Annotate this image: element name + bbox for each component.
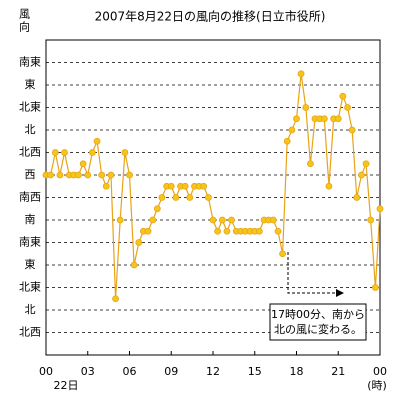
data-point bbox=[293, 115, 300, 123]
data-point bbox=[320, 115, 328, 123]
x-tick-label: 03 bbox=[81, 365, 95, 378]
data-point bbox=[112, 295, 119, 303]
data-point bbox=[61, 149, 68, 156]
data-point bbox=[372, 284, 379, 291]
data-point bbox=[121, 149, 129, 156]
data-point bbox=[47, 171, 54, 179]
data-point bbox=[302, 104, 310, 111]
annotation-text: 北の風に変わる。 bbox=[274, 322, 362, 336]
y-tick-label: 北西 bbox=[19, 146, 41, 159]
data-point bbox=[51, 149, 59, 156]
data-point bbox=[167, 182, 175, 190]
x-tick-label: 18 bbox=[290, 365, 304, 378]
x-tick-label: 06 bbox=[123, 365, 137, 378]
data-point bbox=[274, 227, 282, 235]
data-point bbox=[186, 194, 194, 201]
data-point bbox=[307, 160, 314, 168]
data-point bbox=[358, 171, 365, 179]
data-point bbox=[126, 171, 133, 179]
data-point bbox=[181, 182, 189, 190]
data-point bbox=[130, 261, 138, 269]
y-tick-label: 東 bbox=[25, 258, 36, 271]
data-point bbox=[172, 194, 180, 201]
x-tick-label: 09 bbox=[164, 365, 178, 378]
y-tick-label: 北 bbox=[25, 123, 36, 136]
annotation-arrow bbox=[287, 252, 344, 297]
y-tick-label: 南東 bbox=[19, 236, 41, 249]
data-point bbox=[334, 115, 342, 123]
data-point bbox=[228, 216, 235, 224]
y-tick-label: 南東 bbox=[19, 56, 41, 69]
data-point bbox=[283, 137, 291, 145]
y-tick-label: 北東 bbox=[19, 281, 41, 294]
data-point bbox=[93, 137, 101, 145]
data-point bbox=[362, 160, 370, 168]
data-point bbox=[269, 216, 277, 224]
data-point bbox=[107, 171, 115, 179]
x-axis-title: (時) bbox=[367, 379, 387, 392]
data-point bbox=[205, 194, 212, 201]
data-point bbox=[223, 227, 231, 235]
y-tick-label: 南西 bbox=[19, 191, 41, 204]
data-point bbox=[135, 239, 143, 246]
data-point bbox=[79, 160, 87, 168]
data-point bbox=[376, 205, 384, 213]
data-point bbox=[367, 216, 375, 224]
data-point bbox=[344, 104, 351, 111]
y-axis-title: 風向 bbox=[18, 8, 31, 34]
chart-title: 2007年8月22日の風向の推移(日立市役所) bbox=[95, 9, 326, 24]
y-tick-label: 北 bbox=[25, 303, 36, 316]
annotation-text: 17時00分、南から bbox=[271, 308, 365, 321]
y-tick-label: 東 bbox=[25, 78, 36, 91]
data-point bbox=[149, 216, 157, 224]
annotation-box bbox=[269, 303, 367, 341]
data-point bbox=[200, 182, 208, 190]
data-point bbox=[75, 171, 82, 179]
data-point bbox=[209, 216, 217, 224]
data-point bbox=[325, 182, 333, 190]
x-tick-label: 00 bbox=[373, 365, 387, 378]
data-point bbox=[348, 126, 356, 134]
x-tick-label: 15 bbox=[248, 365, 262, 378]
data-point bbox=[144, 227, 152, 235]
data-point bbox=[214, 227, 221, 235]
y-tick-label: 南 bbox=[25, 213, 36, 226]
y-tick-label: 西 bbox=[25, 168, 36, 181]
data-point bbox=[153, 205, 161, 213]
x-sublabel: 22日 bbox=[54, 379, 79, 392]
y-tick-label: 北西 bbox=[19, 326, 41, 339]
data-point bbox=[288, 126, 296, 134]
data-point bbox=[353, 194, 361, 201]
x-tick-label: 12 bbox=[206, 365, 220, 378]
x-tick-label: 00 bbox=[39, 365, 53, 378]
data-point bbox=[279, 250, 286, 258]
y-tick-label: 北東 bbox=[19, 101, 41, 114]
data-point bbox=[84, 171, 92, 179]
data-point bbox=[255, 227, 263, 235]
data-point bbox=[339, 92, 347, 100]
data-point bbox=[297, 70, 305, 78]
data-point bbox=[116, 216, 124, 224]
data-point bbox=[218, 216, 226, 224]
data-point bbox=[56, 171, 64, 179]
x-tick-label: 21 bbox=[331, 365, 345, 378]
data-point bbox=[88, 149, 96, 156]
data-point bbox=[102, 182, 110, 190]
data-point bbox=[98, 171, 106, 179]
data-point bbox=[158, 194, 166, 201]
